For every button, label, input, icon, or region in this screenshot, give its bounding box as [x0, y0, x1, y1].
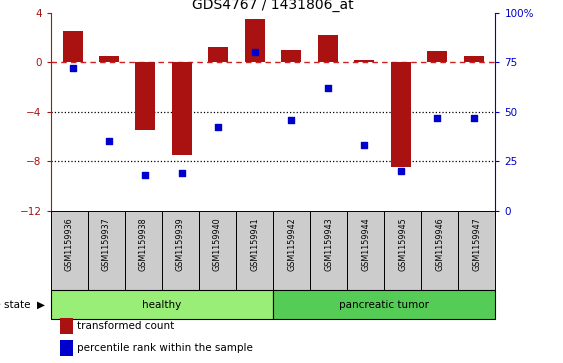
Bar	[391, 62, 410, 167]
Text: disease state  ▶: disease state ▶	[0, 300, 45, 310]
Point	[251, 49, 260, 55]
Text: GSM1159937: GSM1159937	[102, 217, 111, 271]
Text: GSM1159941: GSM1159941	[250, 217, 259, 270]
Bar	[273, 290, 495, 319]
Bar	[421, 211, 458, 290]
Point	[214, 125, 223, 130]
Bar	[245, 19, 265, 62]
Bar	[384, 211, 421, 290]
Point	[323, 85, 332, 91]
Text: GSM1159940: GSM1159940	[213, 217, 222, 270]
Bar	[136, 62, 155, 130]
Bar	[51, 211, 88, 290]
Point	[469, 115, 478, 121]
Text: GSM1159947: GSM1159947	[472, 217, 481, 271]
Text: GSM1159936: GSM1159936	[65, 217, 74, 270]
Text: percentile rank within the sample: percentile rank within the sample	[77, 343, 253, 353]
Text: healthy: healthy	[142, 300, 181, 310]
Bar	[125, 211, 162, 290]
Bar	[162, 211, 199, 290]
Bar	[310, 211, 347, 290]
Text: GSM1159938: GSM1159938	[139, 217, 148, 270]
Bar	[458, 211, 495, 290]
Point	[432, 115, 441, 121]
Bar	[62, 31, 83, 62]
Text: transformed count: transformed count	[77, 321, 175, 331]
Text: GSM1159946: GSM1159946	[435, 217, 444, 270]
Text: GSM1159944: GSM1159944	[361, 217, 370, 270]
Point	[360, 142, 369, 148]
Bar	[199, 211, 236, 290]
Text: GSM1159945: GSM1159945	[398, 217, 407, 271]
Text: GSM1159943: GSM1159943	[324, 217, 333, 270]
Point	[68, 65, 77, 71]
Bar	[60, 340, 73, 356]
Bar	[282, 50, 301, 62]
Bar	[51, 290, 273, 319]
Text: GSM1159939: GSM1159939	[176, 217, 185, 271]
Text: GSM1159942: GSM1159942	[287, 217, 296, 271]
Point	[141, 172, 150, 178]
Bar	[354, 60, 374, 62]
Bar	[318, 35, 338, 62]
Bar	[427, 51, 447, 62]
Point	[177, 170, 186, 176]
Text: pancreatic tumor: pancreatic tumor	[339, 300, 429, 310]
Point	[396, 168, 405, 174]
Bar	[172, 62, 192, 155]
Bar	[236, 211, 273, 290]
Bar	[88, 211, 125, 290]
Title: GDS4767 / 1431806_at: GDS4767 / 1431806_at	[192, 0, 354, 12]
Point	[105, 138, 114, 144]
Bar	[60, 318, 73, 334]
Bar	[273, 211, 310, 290]
Point	[287, 117, 296, 122]
Bar	[99, 56, 119, 62]
Bar	[208, 47, 229, 62]
Bar	[347, 211, 384, 290]
Bar	[463, 56, 484, 62]
